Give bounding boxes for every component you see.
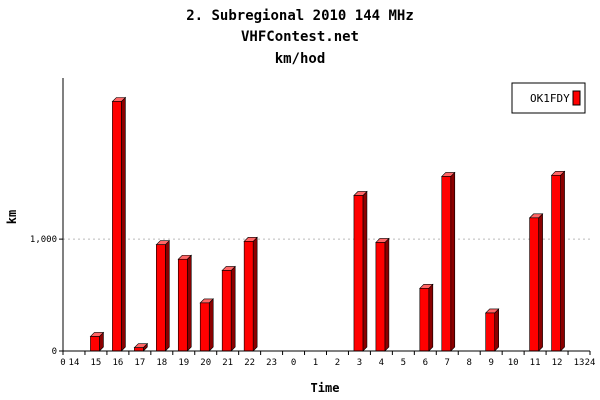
bar-front <box>199 302 210 352</box>
x-tick-label: 5 <box>401 358 406 368</box>
x-tick-label: 4 <box>379 358 384 368</box>
legend-label: OK1FDY <box>530 92 570 105</box>
x-edge-label-start: 0 <box>60 358 65 368</box>
chart-title: 2. Subregional 2010 144 MHz <box>186 8 414 24</box>
bar <box>441 171 456 352</box>
bar-side <box>384 237 390 352</box>
x-tick-label: 7 <box>445 358 450 368</box>
x-tick-label: 9 <box>488 358 493 368</box>
bar-side <box>428 283 434 352</box>
x-tick-label: 12 <box>552 358 563 368</box>
bar-front <box>177 258 188 352</box>
bar <box>528 213 544 352</box>
bar-front <box>419 288 430 352</box>
bar-side <box>121 96 126 352</box>
x-tick-label: 0 <box>291 358 296 368</box>
bars <box>89 96 566 352</box>
legend-swatch <box>572 90 581 106</box>
bar-front <box>375 242 386 352</box>
x-tick-label: 18 <box>156 358 167 368</box>
bar-side <box>538 213 543 352</box>
bar-front <box>529 217 539 352</box>
bar-side <box>252 236 258 352</box>
bar-side <box>230 265 236 352</box>
x-tick-label: 16 <box>112 358 123 368</box>
x-edge-label-end: 24 <box>585 358 596 368</box>
x-tick-label: 22 <box>244 358 255 368</box>
x-tick-label: 20 <box>200 358 211 368</box>
y-axis-ticks: 0 1,000 <box>30 235 63 357</box>
bar <box>111 96 127 352</box>
y-tick-label: 1,000 <box>30 235 57 245</box>
x-tick-label: 19 <box>178 358 189 368</box>
bar <box>133 342 149 352</box>
bar-front <box>156 244 166 352</box>
y-axis-title: km <box>5 210 19 224</box>
bar-front <box>221 270 232 352</box>
bar-front <box>243 241 254 352</box>
bar <box>484 308 500 352</box>
x-tick-label: 14 <box>69 358 80 368</box>
bar-side <box>450 171 456 352</box>
bar-side <box>362 190 368 352</box>
legend: OK1FDY <box>511 82 586 114</box>
bar-front <box>485 312 495 352</box>
bar <box>375 237 390 352</box>
bar-side <box>208 298 214 352</box>
x-tick-label: 13 <box>574 358 585 368</box>
bar-front <box>551 175 561 352</box>
x-tick-label: 6 <box>423 358 428 368</box>
bar-front <box>353 195 364 352</box>
bar-front <box>441 176 452 352</box>
x-tick-label: 17 <box>134 358 145 368</box>
bar <box>353 190 368 352</box>
x-tick-label: 15 <box>91 358 102 368</box>
bar <box>550 170 566 352</box>
x-tick-label: 2 <box>335 358 340 368</box>
bar-side <box>494 308 499 352</box>
bar <box>243 236 258 352</box>
bar <box>155 239 171 352</box>
x-tick-label: 3 <box>357 358 362 368</box>
bar-side <box>560 170 565 352</box>
bar-front <box>134 347 144 352</box>
bar-front <box>112 101 122 352</box>
x-tick-label: 21 <box>222 358 233 368</box>
bar <box>89 331 105 352</box>
x-tick-label: 1 <box>313 358 318 368</box>
bar-side <box>186 254 192 352</box>
bar <box>419 283 434 352</box>
x-tick-label: 23 <box>266 358 277 368</box>
y-tick-label: 0 <box>52 347 57 357</box>
bar <box>199 298 214 352</box>
bar <box>177 254 192 352</box>
bar <box>221 265 236 352</box>
x-axis-title: Time <box>311 381 340 395</box>
x-tick-label: 8 <box>467 358 472 368</box>
chart-subtitle: VHFContest.net <box>241 29 359 45</box>
chart-subtitle-units: km/hod <box>275 51 326 67</box>
x-tick-label: 11 <box>530 358 541 368</box>
x-tick-label: 10 <box>508 358 519 368</box>
bar-side <box>165 239 170 352</box>
bar-front <box>90 336 100 352</box>
